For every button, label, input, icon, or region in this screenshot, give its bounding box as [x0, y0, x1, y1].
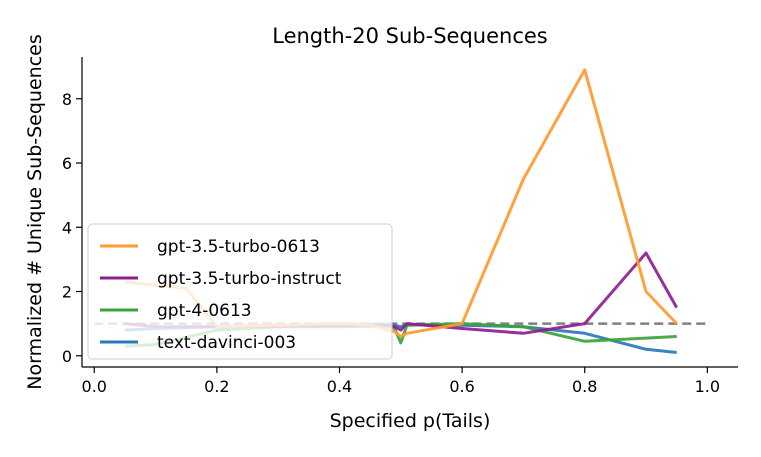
x-ticks: 0.0 0.2 0.4 0.6 0.8 1.0 — [82, 367, 720, 396]
y-tick-label: 6 — [62, 154, 72, 173]
x-tick-label: 0.2 — [204, 377, 229, 396]
legend-label: gpt-4-0613 — [157, 301, 252, 321]
y-axis-title: Normalized # Unique Sub-Sequences — [24, 34, 46, 389]
axes: 0.0 0.2 0.4 0.6 0.8 1.0 0 2 4 6 8 — [62, 57, 738, 396]
x-axis-title: Specified p(Tails) — [330, 410, 491, 432]
chart-title: Length-20 Sub-Sequences — [272, 24, 547, 48]
y-tick-label: 8 — [62, 90, 72, 109]
y-tick-label: 0 — [62, 347, 72, 366]
y-tick-label: 4 — [62, 218, 72, 237]
legend-label: gpt-3.5-turbo-0613 — [157, 237, 320, 257]
x-tick-label: 0.0 — [82, 377, 107, 396]
legend-box — [87, 223, 393, 360]
x-tick-label: 0.4 — [327, 377, 352, 396]
legend: gpt-3.5-turbo-0613 gpt-3.5-turbo-instruct… — [87, 223, 393, 360]
legend-label: gpt-3.5-turbo-instruct — [157, 269, 342, 289]
x-tick-label: 0.8 — [572, 377, 597, 396]
y-tick-label: 2 — [62, 283, 72, 302]
legend-entries: gpt-3.5-turbo-0613 gpt-3.5-turbo-instruct… — [100, 237, 342, 353]
legend-label: text-davinci-003 — [157, 333, 296, 353]
y-ticks: 0 2 4 6 8 — [62, 90, 82, 366]
x-tick-label: 0.6 — [449, 377, 474, 396]
x-tick-label: 1.0 — [695, 377, 720, 396]
